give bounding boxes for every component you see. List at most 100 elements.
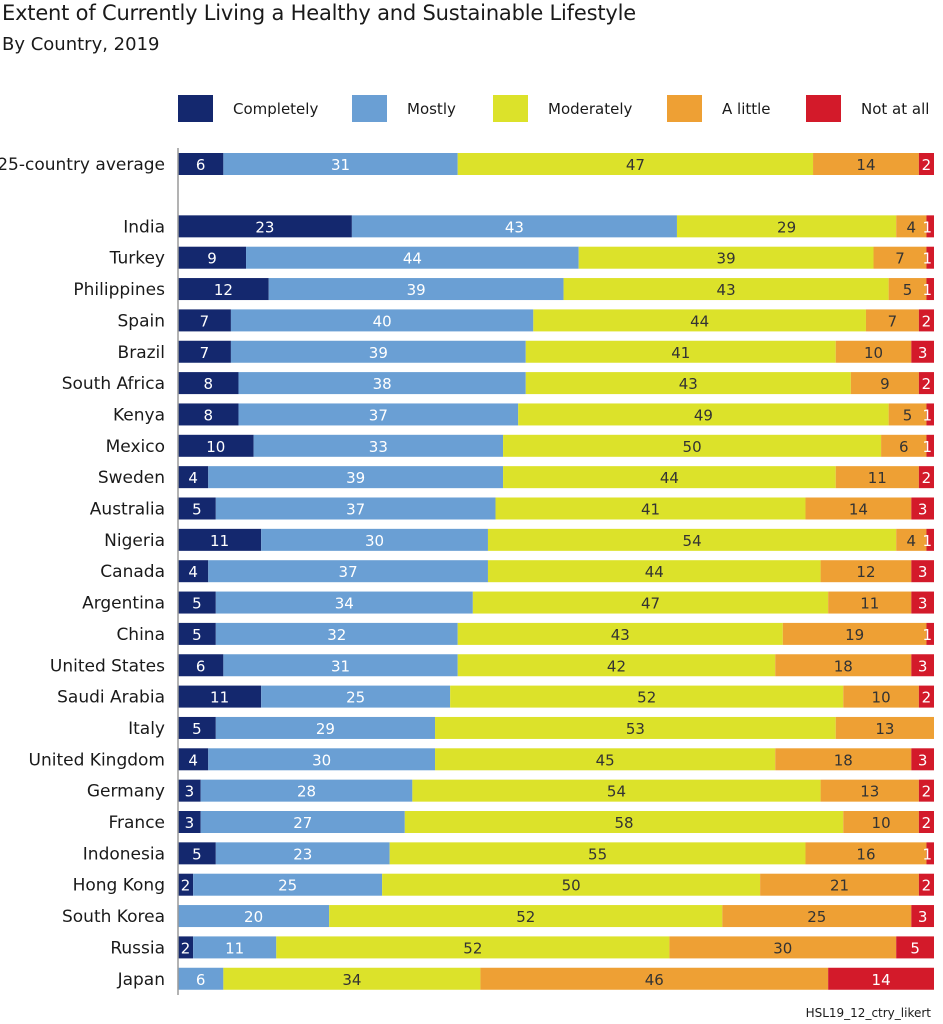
bar-segment-not-at-all xyxy=(918,811,934,833)
data-label: 47 xyxy=(626,156,645,174)
data-label: 4 xyxy=(188,751,198,769)
data-label: 12 xyxy=(214,281,233,299)
category-label: Argentina xyxy=(82,594,165,614)
bar-segment-a-little xyxy=(888,403,927,426)
bar-segment-mostly xyxy=(215,842,390,865)
legend-swatch-moderately xyxy=(493,95,528,122)
bar-segment-mostly xyxy=(193,873,383,896)
data-label: 18 xyxy=(834,657,853,675)
bar-segment-mostly xyxy=(261,528,488,551)
bar-segment-completely xyxy=(178,622,216,645)
data-label: 10 xyxy=(872,814,891,832)
data-label: 14 xyxy=(849,501,868,519)
bar-segment-moderately xyxy=(329,905,723,928)
bar-segment-a-little xyxy=(843,685,919,708)
bar-segment-a-little xyxy=(775,748,912,771)
bar-segment-not-at-all xyxy=(926,842,934,865)
data-label: 3 xyxy=(918,344,928,362)
bar-segment-a-little xyxy=(813,153,919,175)
bar-segment-mostly xyxy=(208,560,488,583)
bar-segment-moderately xyxy=(503,434,882,457)
data-label: 34 xyxy=(335,595,354,613)
bar-segment-not-at-all xyxy=(926,246,934,269)
bar-segment-completely xyxy=(178,246,247,269)
bar-segment-mostly xyxy=(200,779,413,802)
data-label: 52 xyxy=(637,689,656,707)
bar-segment-not-at-all xyxy=(918,779,934,802)
chart-source-code: HSL19_12_ctry_likert xyxy=(805,1006,931,1020)
bar-segment-a-little xyxy=(669,936,897,959)
data-label: 54 xyxy=(683,532,702,550)
data-label: 44 xyxy=(403,250,422,268)
category-label: United Kingdom xyxy=(29,750,165,770)
bar-segment-a-little xyxy=(805,497,912,520)
legend: Completely Mostly Moderately A little Not at… xyxy=(178,95,929,122)
bar-segment-not-at-all xyxy=(911,591,934,614)
bar-segment-moderately xyxy=(276,936,670,959)
category-label: Saudi Arabia xyxy=(57,688,165,708)
data-label: 37 xyxy=(369,406,388,424)
data-label: 3 xyxy=(185,783,195,801)
data-label: 13 xyxy=(875,720,894,738)
data-label: 28 xyxy=(297,783,316,801)
category-labels: 25-country average India Turkey Philippines… xyxy=(0,155,165,990)
bar-segment-mostly xyxy=(253,434,504,457)
legend-swatch-a-little xyxy=(667,95,702,122)
category-label: Nigeria xyxy=(104,531,165,551)
data-label: 2 xyxy=(922,312,932,330)
category-label: South Africa xyxy=(62,374,165,394)
bar-segment-mostly xyxy=(193,936,277,959)
bar-segment-mostly xyxy=(215,591,473,614)
bar-segment-mostly xyxy=(230,340,526,363)
bar-segment-a-little xyxy=(820,779,919,802)
bar-segment-mostly xyxy=(215,716,436,739)
bar-segment-mostly xyxy=(223,654,458,677)
category-label: Brazil xyxy=(118,343,165,363)
data-label: 50 xyxy=(683,438,702,456)
legend-label-mostly: Mostly xyxy=(407,100,456,118)
bar-segment-completely xyxy=(178,497,216,520)
data-label: 43 xyxy=(611,626,630,644)
legend-swatch-mostly xyxy=(352,95,387,122)
data-label: 39 xyxy=(407,281,426,299)
data-label: 46 xyxy=(645,971,664,989)
bar-segment-completely xyxy=(178,811,201,833)
bar-segment-moderately xyxy=(472,591,829,614)
bar-segment-mostly xyxy=(215,622,458,645)
data-label: 19 xyxy=(845,626,864,644)
data-label: 41 xyxy=(641,501,660,519)
bar-segment-not-at-all xyxy=(911,654,934,677)
bar-segment-completely xyxy=(178,528,262,551)
data-label: 45 xyxy=(596,751,615,769)
bar-segment-moderately xyxy=(525,340,836,363)
category-label: United States xyxy=(50,656,165,676)
bar-segment-moderately xyxy=(563,278,889,301)
data-label: 6 xyxy=(196,156,206,174)
bar-segment-a-little xyxy=(865,309,919,332)
bar-segment-completely xyxy=(178,278,269,301)
data-label: 2 xyxy=(181,939,191,957)
data-label: 11 xyxy=(225,939,244,957)
data-label: 1 xyxy=(922,532,932,550)
category-label: Russia xyxy=(110,938,165,958)
data-label: 53 xyxy=(626,720,645,738)
bar-segment-completely xyxy=(178,716,216,739)
data-label: 6 xyxy=(196,657,206,675)
bar-segment-not-at-all xyxy=(911,340,934,363)
bar-segment-not-at-all xyxy=(828,967,934,990)
data-label: 5 xyxy=(910,939,920,957)
bar-segment-completely xyxy=(178,936,194,959)
category-label: Italy xyxy=(128,719,165,739)
bar-segment-moderately xyxy=(435,716,836,739)
data-label: 12 xyxy=(856,563,875,581)
bar-segment-mostly xyxy=(208,748,436,771)
bars: 6 31 47 14 223 43 29 4 19 44 39 7 112 39 43 5 17 40 44 7 27 3… xyxy=(178,153,934,990)
bar-segment-mostly xyxy=(351,215,677,238)
data-label: 39 xyxy=(369,344,388,362)
bar-segment-completely xyxy=(178,779,201,802)
bar-segment-moderately xyxy=(412,779,821,802)
data-label: 29 xyxy=(316,720,335,738)
bar-segment-moderately xyxy=(223,967,481,990)
data-label: 2 xyxy=(922,375,932,393)
